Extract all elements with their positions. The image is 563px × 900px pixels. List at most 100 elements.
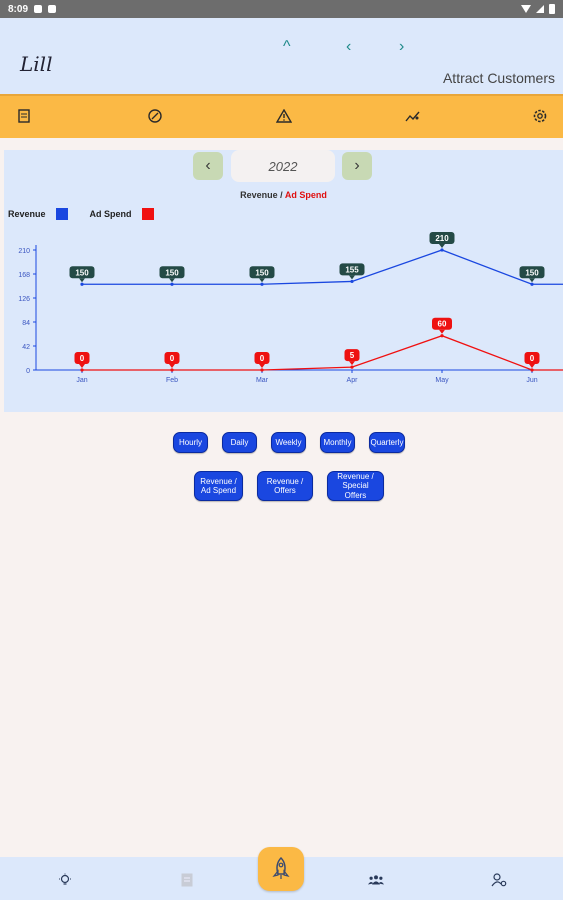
x-tick-label: Apr <box>347 377 359 384</box>
data-label-box-ad-spend <box>164 352 180 364</box>
compare-special-offers-button[interactable]: Revenue / Special Offers <box>327 471 384 501</box>
compare-offers-button[interactable]: Revenue / Offers <box>257 471 313 501</box>
data-label-pointer-revenue <box>439 244 445 248</box>
wifi-icon <box>521 5 531 13</box>
series-line-ad-spend <box>82 335 563 371</box>
line-chart: 0 42 84 126 168 210 Jan Feb Mar Apr May Jun 150 150 15… <box>18 232 563 384</box>
data-label-pointer-revenue <box>79 278 85 283</box>
data-label-pointer-revenue <box>169 278 175 283</box>
data-point-ad-spend <box>440 334 444 338</box>
data-label-box-revenue <box>339 263 365 276</box>
data-point-revenue <box>530 282 534 286</box>
data-label-ad-spend: 0 <box>260 354 265 363</box>
filter-hourly-button[interactable]: Hourly <box>173 432 208 453</box>
team-icon[interactable] <box>368 872 384 888</box>
toolbar <box>0 94 563 138</box>
data-label-revenue: 150 <box>165 268 179 277</box>
data-point-revenue <box>440 248 444 252</box>
legend-swatch-revenue <box>55 208 68 220</box>
data-label-box-ad-spend <box>74 352 90 364</box>
data-label-pointer-ad-spend <box>349 361 355 366</box>
data-point-revenue <box>350 279 354 284</box>
data-label-revenue: 210 <box>435 234 449 243</box>
status-bar: 8:09 <box>0 0 563 18</box>
data-point-ad-spend <box>530 368 534 372</box>
data-label-pointer-revenue <box>349 275 355 280</box>
settings-icon[interactable] <box>532 108 548 124</box>
y-tick-label: 42 <box>22 344 30 351</box>
data-label-box-revenue <box>249 266 275 279</box>
app-logo: Lill <box>20 52 53 76</box>
filter-quarterly-button[interactable]: Quarterly <box>369 432 405 453</box>
x-tick-label: Jun <box>526 377 537 384</box>
data-label-box-ad-spend <box>254 352 270 364</box>
data-label-revenue: 150 <box>75 268 89 277</box>
next-year-button[interactable]: › <box>342 152 372 180</box>
data-label-revenue: 150 <box>525 268 539 277</box>
discount-icon[interactable] <box>147 108 163 124</box>
chart-title: Revenue / Ad Spend <box>4 190 563 200</box>
previous-year-button[interactable]: ‹ <box>193 152 223 180</box>
x-tick-label: May <box>435 377 449 384</box>
filter-monthly-button[interactable]: Monthly <box>320 432 355 453</box>
chart-title-highlight: Ad Spend <box>284 190 327 200</box>
settings-status-icon <box>34 5 43 13</box>
rocket-icon <box>272 857 290 879</box>
page-title: Attract Customers <box>442 70 555 86</box>
sparkle-chart-icon[interactable] <box>405 108 421 124</box>
y-tick-label: 84 <box>22 320 30 327</box>
data-label-box-ad-spend <box>432 317 452 330</box>
data-point-ad-spend <box>170 368 174 372</box>
data-label-pointer-ad-spend <box>169 364 175 368</box>
data-label-ad-spend: 60 <box>438 320 447 329</box>
compare-ad-spend-line2: Ad Spend <box>200 486 237 495</box>
data-label-pointer-ad-spend <box>79 364 85 368</box>
y-tick-label: 210 <box>18 248 30 255</box>
data-point-ad-spend <box>260 368 264 372</box>
filter-daily-button[interactable]: Daily <box>222 432 257 453</box>
chevron-left-button[interactable]: ‹ <box>346 38 352 55</box>
compare-ad-spend-line1: Revenue / <box>200 476 237 486</box>
legend-label-revenue: Revenue <box>8 209 46 219</box>
y-tick-label: 126 <box>18 296 30 303</box>
data-point-revenue <box>80 282 84 286</box>
data-point-ad-spend <box>80 368 84 372</box>
filter-weekly-button[interactable]: Weekly <box>271 432 306 453</box>
data-label-revenue: 155 <box>345 265 359 274</box>
data-label-box-revenue <box>519 266 545 279</box>
battery-icon <box>549 4 555 14</box>
data-label-pointer-ad-spend <box>259 364 265 368</box>
lightbulb-icon[interactable] <box>57 872 73 888</box>
app-header: Lill ^ ‹ › Attract Customers <box>0 18 563 94</box>
data-point-ad-spend <box>350 365 354 369</box>
legend-swatch-ad-spend <box>141 208 154 220</box>
data-label-pointer-revenue <box>529 278 535 283</box>
receipt-icon[interactable] <box>16 108 32 124</box>
data-label-box-ad-spend <box>524 352 540 364</box>
rocket-fab-button[interactable] <box>258 847 304 891</box>
status-time: 8:09 <box>8 3 29 15</box>
document-icon[interactable] <box>179 872 195 888</box>
compare-offers-line1: Revenue / <box>266 476 304 486</box>
legend-label-ad-spend: Ad Spend <box>89 209 132 219</box>
chart-legend: Revenue Ad Spend <box>8 208 154 220</box>
chevron-up-button[interactable]: ^ <box>283 38 291 55</box>
data-label-ad-spend: 0 <box>170 354 175 363</box>
x-tick-label: Feb <box>166 377 178 384</box>
sim-status-icon <box>48 5 57 13</box>
year-display: 2022 <box>231 150 335 182</box>
data-label-box-revenue <box>69 266 95 279</box>
data-label-box-revenue <box>429 232 455 244</box>
chart-card: ‹ 2022 › Revenue / Ad Spend Revenue Ad S… <box>4 150 563 412</box>
user-settings-icon[interactable] <box>491 872 507 888</box>
warning-icon[interactable] <box>276 108 292 124</box>
data-point-revenue <box>170 282 174 286</box>
data-label-box-revenue <box>159 266 185 279</box>
compare-ad-spend-button[interactable]: Revenue / Ad Spend <box>194 471 243 501</box>
data-label-box-ad-spend <box>344 349 360 362</box>
compare-special-offers-line1: Revenue / <box>337 472 374 482</box>
data-label-ad-spend: 0 <box>80 354 85 363</box>
chevron-right-button[interactable]: › <box>399 38 405 55</box>
signal-icon <box>536 5 544 13</box>
data-label-pointer-ad-spend <box>529 364 535 368</box>
